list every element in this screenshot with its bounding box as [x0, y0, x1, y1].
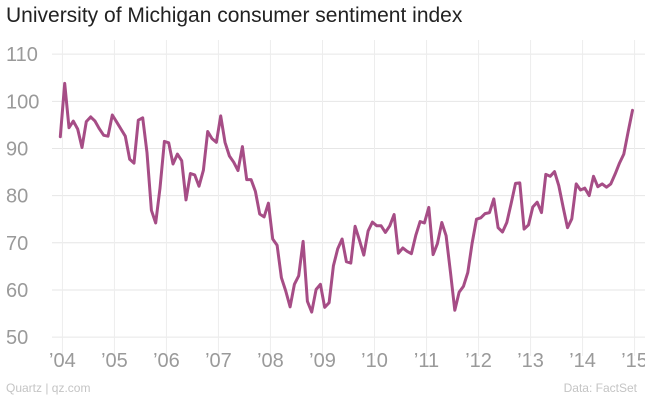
y-tick-label: 60 — [6, 280, 28, 302]
series-line — [58, 81, 634, 314]
y-tick-label: 50 — [6, 327, 28, 349]
y-tick-label: 110 — [6, 44, 38, 66]
x-axis-ticks: ’04 ’05 ’06 ’07 ’08 ’09 ’10 ’11 ’12 ’13 ’14 ’15 — [49, 350, 645, 372]
x-tick-label: ’08 — [257, 350, 284, 372]
y-tick-label: 70 — [6, 233, 28, 255]
data-source: Data: FactSet — [563, 381, 637, 395]
x-tick-label: ’05 — [101, 350, 128, 372]
series-layer — [58, 81, 634, 314]
x-tick-label: ’13 — [517, 350, 544, 372]
x-tick-label: ’09 — [309, 350, 336, 372]
x-tick-label: ’04 — [49, 350, 76, 372]
chart-title: University of Michigan consumer sentimen… — [6, 4, 463, 27]
x-tick-label: ’15 — [621, 350, 645, 372]
gridlines — [52, 40, 645, 356]
y-tick-label: 100 — [6, 91, 39, 113]
y-axis-ticks: 50 60 70 80 90 100 110 — [6, 44, 39, 349]
x-tick-label: ’12 — [465, 350, 492, 372]
y-tick-label: 80 — [6, 186, 28, 208]
y-tick-label: 90 — [6, 138, 28, 160]
source-credit: Quartz | qz.com — [6, 381, 91, 395]
x-tick-label: ’14 — [569, 350, 596, 372]
x-tick-label: ’07 — [205, 350, 232, 372]
x-tick-label: ’10 — [361, 350, 388, 372]
x-tick-label: ’06 — [153, 350, 180, 372]
x-tick-label: ’11 — [414, 350, 439, 372]
